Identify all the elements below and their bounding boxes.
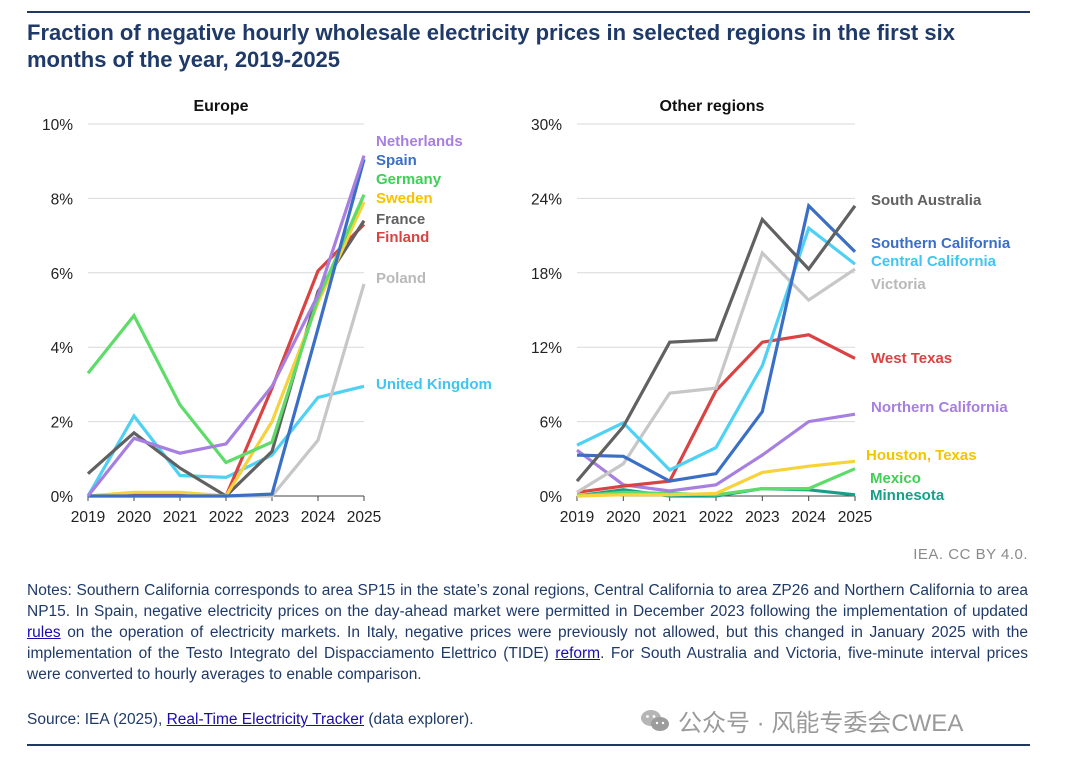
other-xtick-label: 2021 xyxy=(652,509,686,526)
other-xtick-label: 2019 xyxy=(560,509,594,526)
other-series-central-california xyxy=(576,225,856,472)
europe-ytick-label: 2% xyxy=(51,415,74,432)
europe-xtick-label: 2022 xyxy=(209,509,243,526)
other-label-houston-texas: Houston, Texas xyxy=(866,447,977,464)
source-line: Source: IEA (2025), Real-Time Electricit… xyxy=(27,711,474,729)
europe-label-netherlands: Netherlands xyxy=(376,133,463,150)
europe-series-spain xyxy=(88,158,366,498)
other-xtick-label: 2022 xyxy=(699,509,733,526)
other-panel-title: Other regions xyxy=(660,98,765,115)
europe-xtick-label: 2024 xyxy=(301,509,336,526)
europe-series-france xyxy=(86,219,366,499)
top-rule xyxy=(27,11,1030,13)
europe-label-spain: Spain xyxy=(376,152,417,169)
other-ytick-label: 24% xyxy=(531,191,562,208)
other-series-victoria xyxy=(576,250,856,494)
other-xtick-label: 2024 xyxy=(791,509,826,526)
other-series-houston-texas xyxy=(576,459,856,498)
europe-label-sweden: Sweden xyxy=(376,190,433,207)
other-xtick-label: 2020 xyxy=(606,509,641,526)
page-title: Fraction of negative hourly wholesale el… xyxy=(27,20,955,72)
other-ytick-label: 6% xyxy=(540,415,563,432)
europe-ytick-label: 8% xyxy=(51,191,74,208)
other-xtick-label: 2023 xyxy=(745,509,779,526)
europe-xtick-label: 2019 xyxy=(71,509,105,526)
europe-xtick-label: 2021 xyxy=(163,509,197,526)
other-ytick-label: 18% xyxy=(531,266,562,283)
tracker-link[interactable]: Real-Time Electricity Tracker xyxy=(166,711,365,728)
other-xtick-label: 2025 xyxy=(838,509,872,526)
europe-label-finland: Finland xyxy=(376,229,429,246)
other-ytick-label: 30% xyxy=(531,117,562,134)
europe-ytick-label: 10% xyxy=(42,117,73,134)
europe-panel-title: Europe xyxy=(193,98,248,115)
other-ytick-label: 12% xyxy=(531,340,562,357)
other-series-west-texas xyxy=(576,333,856,494)
rules-link[interactable]: rules xyxy=(27,624,61,641)
europe-ytick-label: 0% xyxy=(51,489,74,506)
europe-series-germany xyxy=(86,194,366,465)
other-label-minnesota: Minnesota xyxy=(870,487,945,504)
europe-series-netherlands xyxy=(86,155,366,497)
watermark-text: 公众号 · 风能专委会CWEA xyxy=(678,710,964,737)
europe-label-germany: Germany xyxy=(376,171,442,188)
wechat-icon xyxy=(641,709,669,731)
bottom-rule xyxy=(27,744,1030,746)
other-label-west-texas: West Texas xyxy=(871,350,952,367)
watermark: 公众号 · 风能专委会CWEA xyxy=(640,703,963,738)
reform-link[interactable]: reform xyxy=(555,645,601,662)
europe-xtick-label: 2025 xyxy=(347,509,381,526)
other-ytick-label: 0% xyxy=(540,489,563,506)
other-label-southern-california: Southern California xyxy=(871,235,1011,252)
europe-label-united-kingdom: United Kingdom xyxy=(376,376,492,393)
other-series-southern-california xyxy=(576,202,857,483)
europe-series-sweden xyxy=(87,201,366,498)
notes-text-3: . For South Australia and Victoria, five… xyxy=(27,645,1028,683)
other-label-south-australia: South Australia xyxy=(871,192,982,209)
attribution: IEA. CC BY 4.0. xyxy=(913,546,1028,563)
europe-ytick-label: 6% xyxy=(51,266,74,283)
notes-text-2: on the operation of electricity markets.… xyxy=(27,624,1028,662)
notes-text-1: Notes: Southern California corresponds t… xyxy=(27,582,1028,620)
europe-label-poland: Poland xyxy=(376,270,426,287)
charts-area: Europe 0% 2% 4% 6% 8% 10% 2019 2020 2021 2022 2023 2… xyxy=(42,98,1011,526)
source-prefix: Source: IEA (2025), xyxy=(27,711,167,728)
europe-series-united-kingdom xyxy=(86,384,365,497)
europe-xtick-label: 2023 xyxy=(255,509,289,526)
source-suffix: (data explorer). xyxy=(364,711,474,728)
other-label-northern-california: Northern California xyxy=(871,399,1008,416)
notes: Notes: Southern California corresponds t… xyxy=(27,580,1028,685)
other-label-victoria: Victoria xyxy=(871,276,926,293)
other-label-mexico: Mexico xyxy=(870,470,921,487)
other-series-south-australia xyxy=(575,204,857,483)
europe-ytick-label: 4% xyxy=(51,340,74,357)
europe-label-france: France xyxy=(376,211,425,228)
other-label-central-california: Central California xyxy=(871,253,997,270)
europe-series-finland xyxy=(87,223,366,498)
europe-xtick-label: 2020 xyxy=(117,509,152,526)
